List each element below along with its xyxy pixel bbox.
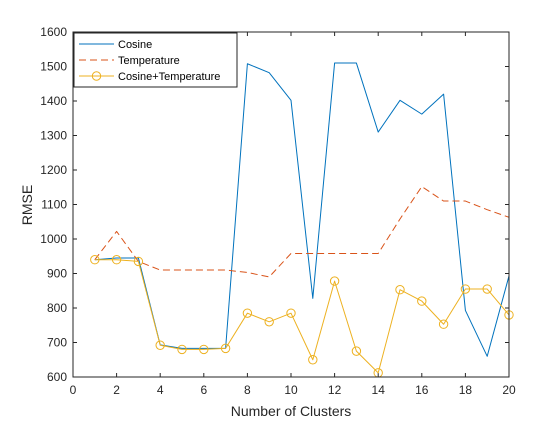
x-tick-label: 2 [113,383,120,397]
x-tick-label: 6 [200,383,207,397]
x-tick-label: 12 [328,383,342,397]
data-point [417,296,427,306]
x-tick-label: 4 [157,383,164,397]
data-point [90,255,100,265]
y-tick-label: 1500 [40,60,67,74]
y-tick-label: 1600 [40,25,67,39]
y-tick-label: 900 [47,267,67,281]
y-tick-label: 600 [47,370,67,384]
series-1 [94,186,510,278]
legend-label: Temperature [118,55,180,67]
x-tick-label: 20 [502,383,516,397]
plot-area [73,32,509,377]
data-point [133,256,144,267]
plot-frame [72,31,510,378]
y-tick-label: 1000 [40,232,67,246]
x-tick-label: 8 [244,383,251,397]
x-axis-label: Number of Clusters [231,403,352,419]
series-layer [90,62,514,378]
legend-label: Cosine+Temperature [118,71,220,83]
x-tick-label: 18 [459,383,473,397]
x-tick-label: 10 [284,383,298,397]
data-point [308,355,318,365]
data-point [351,346,362,356]
data-point [111,255,122,265]
y-tick-label: 1300 [40,129,67,143]
data-point [199,344,209,355]
data-point [242,308,253,318]
x-tick-label: 14 [372,383,386,397]
y-tick-label: 1400 [40,94,67,108]
data-point [177,344,187,355]
data-point [220,343,231,354]
series-2 [90,255,514,378]
y-tick-label: 800 [47,301,67,315]
legend: Cosine Temperature Cosine+Temperature [73,32,238,88]
data-point [264,317,274,327]
x-tick-label: 16 [415,383,429,397]
data-point [286,308,296,318]
x-tick-label: 0 [70,383,77,397]
legend-marker [91,71,102,81]
axis-ticks: 0 2 4 6 8 10 12 14 16 18 20 600 700 800 900 1000 1100 120… [40,25,516,397]
data-point [395,285,405,295]
data-point [460,284,471,294]
data-point [482,284,492,294]
y-tick-label: 1200 [40,163,67,177]
series-line [94,186,510,278]
data-point [329,276,340,286]
y-tick-label: 700 [47,336,67,350]
series-line [94,259,510,374]
data-point [438,319,449,329]
y-axis-label: RMSE [19,185,35,225]
legend-label: Cosine [118,39,152,51]
y-tick-label: 1100 [41,198,67,212]
data-point [155,340,165,350]
